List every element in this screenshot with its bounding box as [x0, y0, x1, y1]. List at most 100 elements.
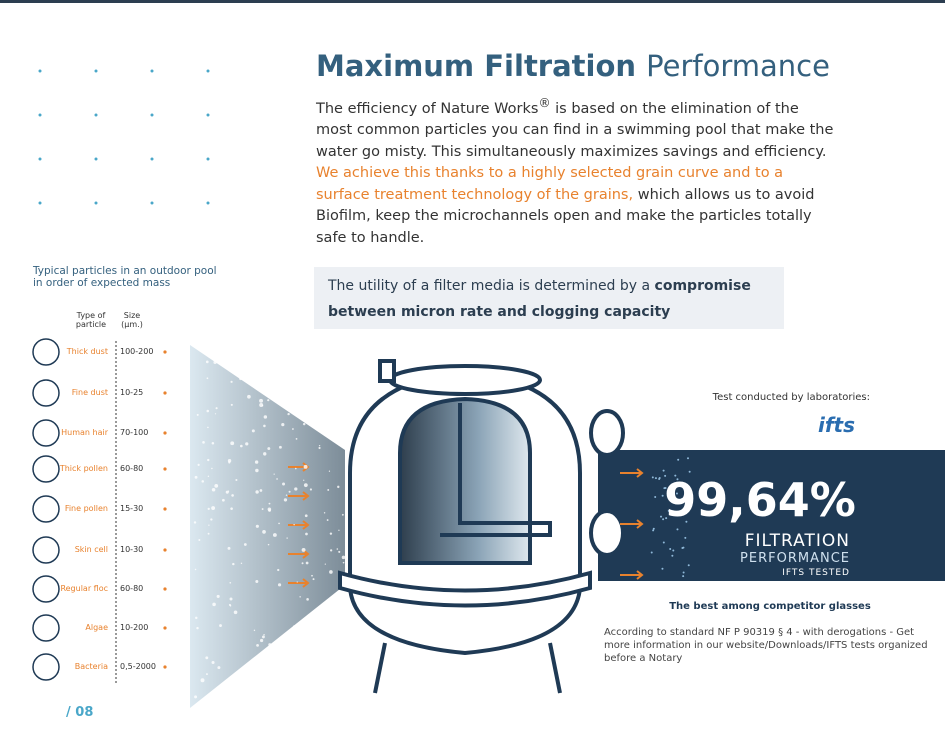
result-line2: PERFORMANCE [740, 551, 850, 566]
particle [268, 509, 271, 512]
dot [150, 69, 154, 73]
particle [222, 498, 225, 502]
particle [263, 415, 268, 419]
particle [318, 610, 321, 613]
particle [243, 378, 246, 381]
dot [206, 157, 210, 161]
particle-sample [163, 665, 167, 669]
particle-type: Skin cell [74, 545, 108, 554]
particle [202, 441, 205, 444]
particle [338, 529, 340, 531]
particle-icon [32, 614, 60, 642]
particle-icon [32, 653, 60, 681]
particle-icon [32, 455, 60, 483]
col-size: Size (µm.) [121, 311, 143, 329]
particle [335, 595, 339, 598]
particle [211, 506, 216, 510]
dot [150, 201, 154, 205]
particle [259, 402, 264, 407]
particle [338, 550, 341, 553]
particle [337, 593, 342, 597]
particle [272, 533, 277, 537]
particle [309, 488, 313, 491]
particle [327, 489, 330, 491]
particle [674, 474, 677, 477]
particle [211, 467, 213, 470]
particle [293, 648, 298, 652]
particle-icon [32, 495, 60, 523]
particle-type: Bacteria [74, 662, 108, 671]
particle [255, 468, 259, 473]
particle [267, 543, 270, 546]
particle [261, 662, 266, 667]
col-type: Type of particle [75, 311, 107, 329]
particle [306, 634, 310, 637]
particle-icon [32, 536, 60, 564]
particle [293, 625, 295, 628]
particle [312, 578, 315, 581]
particle [323, 512, 326, 514]
particle [235, 478, 238, 482]
particle [215, 407, 218, 410]
page-number: / 08 [66, 705, 94, 720]
particle [193, 521, 197, 524]
title: Maximum Filtration Performance [316, 49, 830, 83]
particle [651, 476, 654, 479]
particle [329, 570, 333, 574]
particle [216, 594, 220, 598]
dot [206, 69, 210, 73]
particle [194, 475, 198, 479]
particle-size: 60-80 [120, 584, 144, 593]
particle [665, 517, 668, 520]
particle [217, 666, 221, 670]
particle [262, 635, 265, 639]
particle [318, 446, 321, 450]
dot [38, 201, 42, 205]
particle-sample [163, 467, 167, 471]
result-line3: IFTS TESTED [782, 568, 850, 578]
callout: The utility of a filter media is determi… [314, 267, 784, 329]
particle-size: 10-200 [120, 623, 149, 632]
particle [318, 444, 321, 447]
particle [207, 426, 209, 429]
particle [263, 633, 265, 636]
particle [292, 428, 294, 430]
particle-icon [32, 338, 60, 366]
particle [682, 546, 685, 549]
particle [669, 548, 672, 551]
particle [253, 629, 256, 632]
particle [227, 546, 231, 550]
particle [662, 541, 665, 544]
particle [307, 415, 310, 418]
particle [341, 513, 344, 516]
arrows [288, 462, 644, 588]
particle [194, 568, 197, 571]
particle [205, 656, 209, 660]
particle [687, 564, 690, 567]
particle [662, 469, 665, 472]
particle [326, 632, 330, 635]
dot [38, 69, 42, 73]
dot [94, 69, 98, 73]
particle [661, 494, 664, 497]
particle [243, 543, 247, 546]
particle [201, 480, 205, 483]
particle-type: Regular floc [60, 584, 108, 593]
result-panel [598, 450, 945, 581]
particle [230, 380, 233, 383]
dot [150, 113, 154, 117]
particle [276, 478, 278, 480]
particle [285, 494, 288, 496]
particle [341, 555, 346, 560]
result-value: 99,64% [664, 473, 856, 527]
particle [338, 622, 343, 626]
particle-type: Thick pollen [59, 464, 108, 473]
particle [650, 551, 653, 554]
dot [206, 113, 210, 117]
particle [344, 417, 346, 420]
particle [228, 603, 231, 606]
particle [259, 398, 264, 403]
particle [230, 403, 233, 406]
particle [277, 568, 280, 572]
